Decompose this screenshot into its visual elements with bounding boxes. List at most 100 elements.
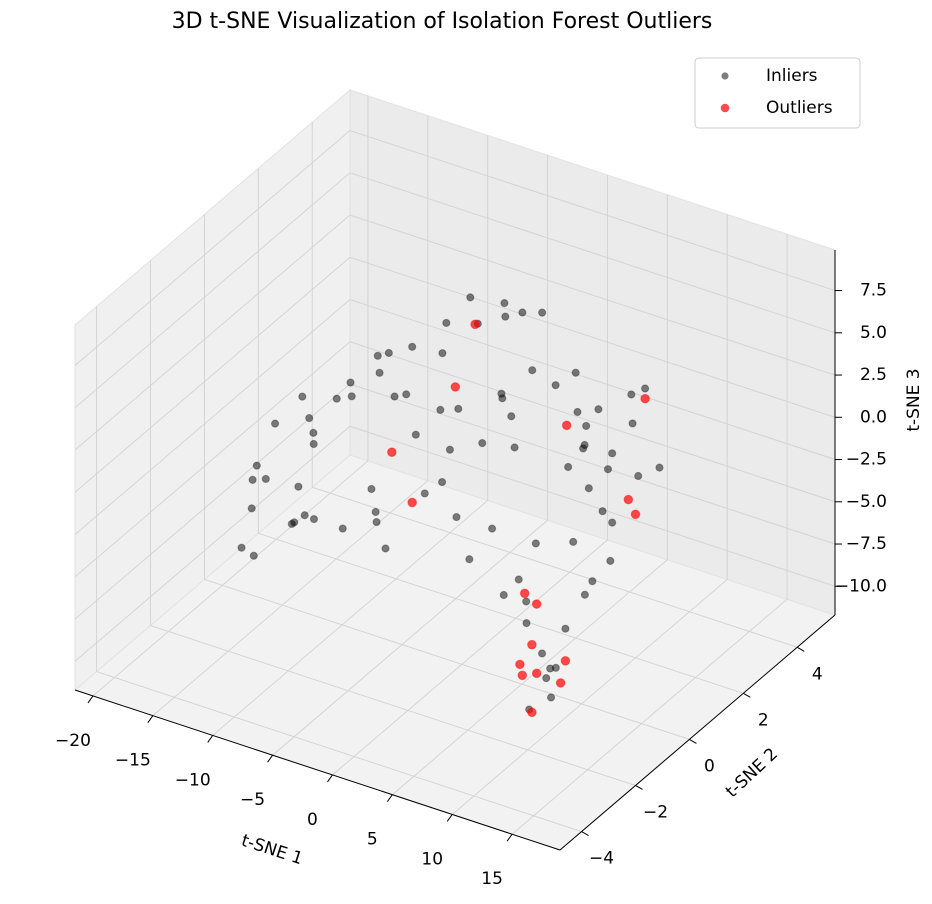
x-tick xyxy=(446,814,453,822)
data-point xyxy=(407,497,417,508)
data-point xyxy=(634,471,643,481)
data-point xyxy=(237,543,246,552)
x-tick-label: 0 xyxy=(307,810,318,830)
data-point xyxy=(390,392,399,401)
grid-line xyxy=(349,383,836,545)
y-axis-label: t-SNE 2 xyxy=(722,744,782,802)
y-tick xyxy=(635,785,643,790)
y-tick-label: −2 xyxy=(643,802,668,822)
z-tick-label: −5.0 xyxy=(846,492,887,512)
data-point xyxy=(551,381,560,390)
data-point xyxy=(527,639,537,650)
data-point xyxy=(588,577,597,586)
data-point xyxy=(305,414,314,423)
x-axis-line xyxy=(74,689,561,851)
data-point xyxy=(640,393,650,404)
grid-line xyxy=(152,480,429,717)
data-point xyxy=(501,312,510,321)
y-tick-label: 2 xyxy=(758,710,769,730)
z-tick-label: 5.0 xyxy=(860,323,887,343)
data-point xyxy=(347,392,356,401)
data-point xyxy=(332,394,341,403)
data-point xyxy=(300,511,309,520)
x-axis-label: t-SNE 1 xyxy=(239,831,305,870)
data-point xyxy=(294,482,303,491)
data-point xyxy=(579,444,588,453)
grid-line xyxy=(349,172,836,334)
z-tick-label: 2.5 xyxy=(860,365,887,385)
grid-line xyxy=(349,214,836,376)
data-point xyxy=(561,624,570,633)
grid-line xyxy=(204,578,690,740)
data-point xyxy=(537,649,547,658)
grid xyxy=(74,95,836,835)
grid-line xyxy=(74,214,351,451)
y-tick xyxy=(797,646,805,652)
legend-box xyxy=(694,57,861,129)
data-point xyxy=(641,384,650,393)
grid-line xyxy=(349,299,836,461)
grid-line xyxy=(96,671,582,833)
y-axis-line xyxy=(559,614,836,851)
legend-marker xyxy=(720,103,730,113)
data-point xyxy=(561,420,572,431)
data-point xyxy=(367,484,376,494)
data-point xyxy=(470,319,480,330)
x-tick-label: −20 xyxy=(55,731,91,751)
grid-line xyxy=(74,383,351,620)
x-tick-label: −5 xyxy=(240,790,265,810)
data-point xyxy=(402,390,411,399)
axes: −20−15−10−5051015−4−2024−10.0−7.5−5.0−2.… xyxy=(55,250,887,889)
x-tick xyxy=(267,754,273,763)
data-point xyxy=(510,443,519,452)
data-point xyxy=(603,465,613,474)
data-point xyxy=(507,412,516,421)
data-point xyxy=(531,668,542,679)
data-point xyxy=(488,524,497,533)
data-point xyxy=(381,544,390,553)
grid-line xyxy=(349,130,836,292)
grid-line xyxy=(258,532,744,694)
data-point xyxy=(522,597,531,606)
grid-line xyxy=(332,539,608,776)
data-point xyxy=(450,382,461,392)
data-point xyxy=(309,439,318,449)
data-point xyxy=(527,707,537,718)
grid-line xyxy=(74,341,351,578)
data-point xyxy=(582,421,591,431)
data-point xyxy=(515,659,525,670)
data-point xyxy=(346,378,355,387)
z-tick-label: −7.5 xyxy=(846,534,887,554)
y-tick xyxy=(743,692,751,698)
data-point xyxy=(247,504,256,513)
data-point xyxy=(252,461,261,470)
grid-line xyxy=(74,130,351,366)
data-point xyxy=(270,419,280,428)
grid-line xyxy=(74,299,351,535)
data-point xyxy=(249,551,258,560)
data-point xyxy=(373,351,382,360)
y-tick xyxy=(689,738,697,744)
x-tick-label: −10 xyxy=(175,770,211,790)
data-point xyxy=(528,366,537,375)
chart-title: 3D t-SNE Visualization of Isolation Fore… xyxy=(172,9,713,34)
z-tick-label: −2.5 xyxy=(846,450,887,470)
data-point xyxy=(287,519,296,529)
x-tick xyxy=(207,735,214,743)
data-point xyxy=(598,507,607,516)
grid-line xyxy=(451,579,728,815)
data-point xyxy=(338,524,347,533)
data-point xyxy=(478,439,487,448)
data-point xyxy=(630,509,641,520)
y-tick-label: 4 xyxy=(812,664,823,684)
data-point xyxy=(384,348,393,358)
grid-line xyxy=(150,625,636,786)
data-point xyxy=(517,670,528,681)
z-tick-label: 0.0 xyxy=(860,407,887,427)
data-point xyxy=(372,517,381,527)
data-point xyxy=(375,368,384,377)
grid-line xyxy=(92,460,369,697)
data-point xyxy=(452,512,461,522)
data-point xyxy=(627,390,636,399)
x-tick xyxy=(506,833,513,842)
